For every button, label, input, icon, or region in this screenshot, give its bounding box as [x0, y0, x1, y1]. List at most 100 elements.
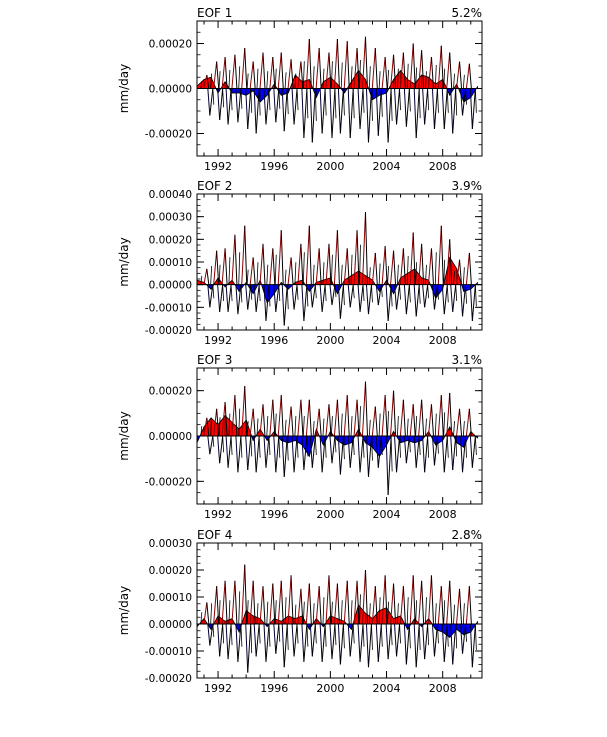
panel-4-spike-down-rise [209, 623, 214, 646]
panel-4-percent: 2.8% [452, 528, 483, 542]
panel-1-spike-down-rise [471, 88, 476, 130]
panel-1-spike-up-fall [252, 61, 256, 89]
panel-3-spike-down [273, 435, 277, 473]
panel-2-spike-down-rise [349, 284, 354, 308]
panel-2-spike-down [385, 284, 389, 321]
panel-1-spike-up-fall [459, 61, 463, 89]
panel-1-spike-up-fall [468, 63, 472, 89]
panel-3-spike-down-rise [237, 435, 242, 473]
panel-3-spike-up-fall [300, 399, 304, 437]
panel-2-ytick-label: 0.00040 [149, 189, 192, 201]
panel-3-spike-down [357, 435, 361, 473]
panel-2-spike-minor [230, 284, 233, 302]
panel-1-spike-up-fall [328, 52, 332, 89]
panel-3-spike-minor [302, 416, 305, 437]
panel-2-spike-minor [238, 252, 241, 285]
panel-2-spike-minor [246, 269, 249, 285]
panel-2-spike-down [291, 284, 295, 310]
panel-2-xtick-label: 2008 [429, 334, 457, 347]
panel-1-spike-up-fall [346, 41, 350, 89]
panel-3-spike-down-rise [367, 435, 372, 477]
panel-1-spike-up-fall [216, 61, 220, 89]
panel-4-spike-minor [378, 597, 381, 625]
panel-2-spike-up-fall [336, 230, 340, 285]
panel-4-ytick-label: 0.00010 [149, 592, 192, 604]
panel-4-spike-up-fall [206, 602, 210, 625]
panel-4-spike-down [273, 623, 277, 654]
panel-1-spike-down [235, 88, 239, 123]
panel-4-spike-down-rise [255, 623, 260, 657]
panel-3-spike-up [427, 404, 432, 437]
panel-1-percent: 5.2% [452, 6, 483, 20]
panel-4-spike-up-fall [459, 588, 463, 625]
panel-2-spike-minor [368, 267, 371, 285]
panel-3-spike-down-rise [321, 435, 326, 473]
panel-3-spike-up-fall [374, 406, 378, 437]
panel-2-spike-minor [240, 284, 243, 303]
panel-1-spike-minor [380, 88, 383, 117]
panel-2-spike-up-fall [421, 243, 425, 285]
panel-1-spike-up-fall [336, 38, 340, 89]
panel-2-spike-up [371, 252, 376, 285]
panel-2-smooth-line [196, 256, 479, 304]
panel-2-spike-minor [250, 284, 253, 300]
panel-3-spike-minor [268, 435, 271, 456]
panel-2-spike-minor [228, 257, 231, 285]
panel-4-spike-up-fall [234, 580, 238, 625]
panel-4-spike-down-rise [247, 623, 252, 673]
panel-4-spike-up [241, 564, 246, 625]
panel-1-spike-down-rise [265, 88, 270, 125]
panel-2-spike-minor [399, 284, 401, 300]
panel-4-spike-up [325, 575, 330, 625]
panel-1-spike-down [337, 88, 341, 134]
panel-1-spike-up [333, 38, 338, 89]
panel-3-xtick-label: 1992 [204, 508, 232, 521]
panel-4-spike-down-rise [405, 623, 410, 665]
panel-4-spike-up [409, 575, 414, 625]
panel-1-spike-minor [340, 62, 343, 89]
panel-3-spike-minor [250, 435, 253, 457]
panel-3-spike-down [245, 435, 249, 471]
panel-2-spike-minor [425, 264, 427, 285]
panel-1-ylabel: mm/day [117, 64, 131, 114]
panel-2-spike-up [361, 212, 366, 285]
panel-1-spike-down [450, 88, 454, 134]
panel-3-spike-down [450, 435, 454, 471]
panel-4-ytick-label: -0.00010 [145, 646, 192, 658]
panel-2-spike-up-fall [234, 234, 238, 285]
panel-3-spike-minor [408, 435, 411, 453]
panel-3-spike-down [385, 435, 389, 495]
panel-1-spike-down [375, 88, 379, 136]
panel-2-spike-down [441, 284, 445, 315]
panel-4-spike-down [281, 623, 285, 668]
panel-4-spike-down [245, 623, 249, 673]
panel-2-spike-down [347, 284, 351, 308]
panel-1-spike-down-rise [219, 88, 224, 121]
panel-1-spike-up [343, 41, 348, 89]
panel-1-spike-up [269, 56, 274, 89]
panel-4-spike-down [319, 623, 323, 662]
panel-4-spike-up-fall [336, 583, 340, 625]
panel-1-spike-minor [230, 88, 233, 111]
panel-1-xtick-label: 1992 [204, 160, 232, 173]
panel-4-spike-down-rise [424, 623, 429, 660]
panel-2-spike-down-rise [303, 284, 308, 321]
panel-3-spike-down-rise [443, 435, 448, 473]
panel-1-spike-minor [434, 64, 437, 89]
panel-3-spike-up [456, 408, 461, 437]
panel-4-spike-down [460, 623, 464, 654]
panel-2-spike-minor [266, 264, 269, 285]
panel-1-spike-up [203, 74, 208, 89]
panel-4-spike-up-fall [356, 580, 360, 625]
panel-1-spike-down [347, 88, 351, 139]
panel-3-spike-up-fall [430, 404, 434, 437]
panel-3-spike-up [305, 399, 310, 437]
panel-2-spike-minor [462, 267, 465, 285]
panel-1-spike-minor [437, 88, 439, 113]
panel-2-spike-up [221, 248, 226, 285]
panel-2-spike-down [235, 284, 239, 315]
panel-3-spike-minor [406, 418, 409, 437]
panel-4-smooth-line [196, 604, 479, 639]
panel-1-spike-minor [278, 88, 281, 109]
